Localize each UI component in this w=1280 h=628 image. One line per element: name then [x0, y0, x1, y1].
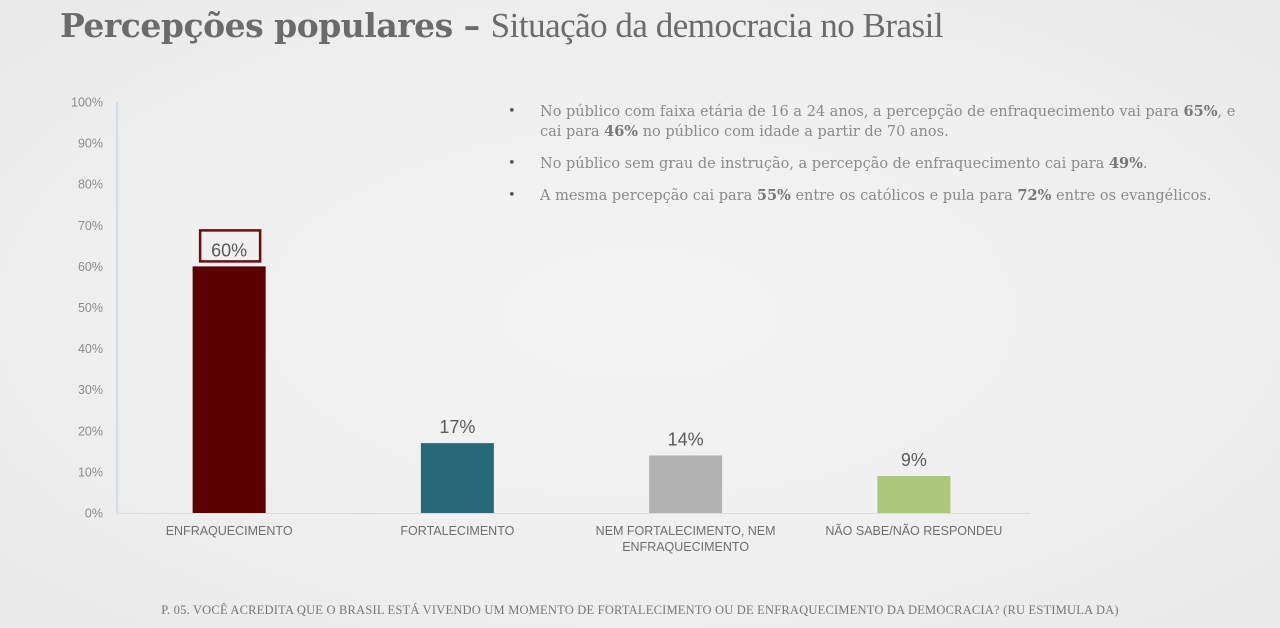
bar — [192, 266, 266, 513]
note-text: no público com idade a partir de 70 anos… — [638, 124, 949, 140]
note-text: , e cai para — [540, 104, 1236, 140]
y-tick-label: 0% — [85, 507, 103, 521]
bullet-icon: • — [508, 104, 516, 119]
y-tick-label: 90% — [78, 137, 103, 151]
y-tick-label: 30% — [78, 383, 103, 397]
note-highlight: 65% — [1183, 103, 1218, 120]
bar-value-label: 14% — [668, 429, 704, 449]
title-subtitle: Situação da democracia no Brasil — [490, 6, 944, 45]
note-text: No público sem grau de instrução, a perc… — [540, 156, 1109, 172]
note-highlight: 49% — [1108, 155, 1143, 172]
question-footnote: P. 05. VOCÊ ACREDITA QUE O BRASIL ESTÁ V… — [161, 603, 1119, 617]
y-tick-label: 70% — [78, 219, 103, 233]
x-tick-label: NEM FORTALECIMENTO, NEM — [596, 524, 776, 538]
page-title: Percepções populares – Situação da democ… — [60, 6, 944, 46]
bar-value-label: 17% — [439, 417, 475, 437]
value-label-highlight-box — [198, 229, 262, 263]
note-text: A mesma percepção cai para — [540, 188, 757, 204]
y-tick-label: 20% — [78, 424, 103, 438]
note-highlight: 72% — [1017, 187, 1052, 204]
title-bold: Percepções populares — [60, 6, 453, 45]
note-text: No público com faixa etária de 16 a 24 a… — [540, 104, 1184, 120]
x-tick-label: NÃO SABE/NÃO RESPONDEU — [825, 524, 1002, 538]
bar — [877, 476, 951, 513]
y-tick-label: 10% — [78, 465, 103, 479]
note-item: • No público sem grau de instrução, a per… — [508, 154, 1248, 174]
y-tick-label: 50% — [78, 301, 103, 315]
note-highlight: 46% — [604, 123, 639, 140]
y-tick-label: 100% — [71, 96, 103, 110]
note-item: • A mesma percepção cai para 55% entre os… — [508, 186, 1248, 206]
note-text: . — [1142, 156, 1148, 172]
notes-list: • No público com faixa etária de 16 a 24 … — [508, 102, 1248, 218]
x-tick-label: FORTALECIMENTO — [400, 524, 514, 538]
note-text: entre os católicos e pula para — [790, 188, 1018, 204]
note-highlight: 55% — [756, 187, 791, 204]
bar — [649, 455, 723, 513]
y-tick-label: 80% — [78, 178, 103, 192]
x-tick-label: ENFRAQUECIMENTO — [622, 540, 749, 554]
bar — [420, 443, 494, 513]
y-tick-label: 60% — [78, 260, 103, 274]
y-tick-label: 40% — [78, 342, 103, 356]
bullet-icon: • — [508, 188, 516, 203]
bar-value-label: 9% — [901, 450, 927, 470]
bar-value-label: 60% — [211, 240, 247, 260]
bullet-icon: • — [508, 156, 516, 171]
note-text: entre os evangélicos. — [1051, 188, 1212, 204]
x-tick-label: ENFRAQUECIMENTO — [166, 524, 293, 538]
note-item: • No público com faixa etária de 16 a 24 … — [508, 102, 1248, 142]
title-separator: – — [452, 6, 491, 45]
